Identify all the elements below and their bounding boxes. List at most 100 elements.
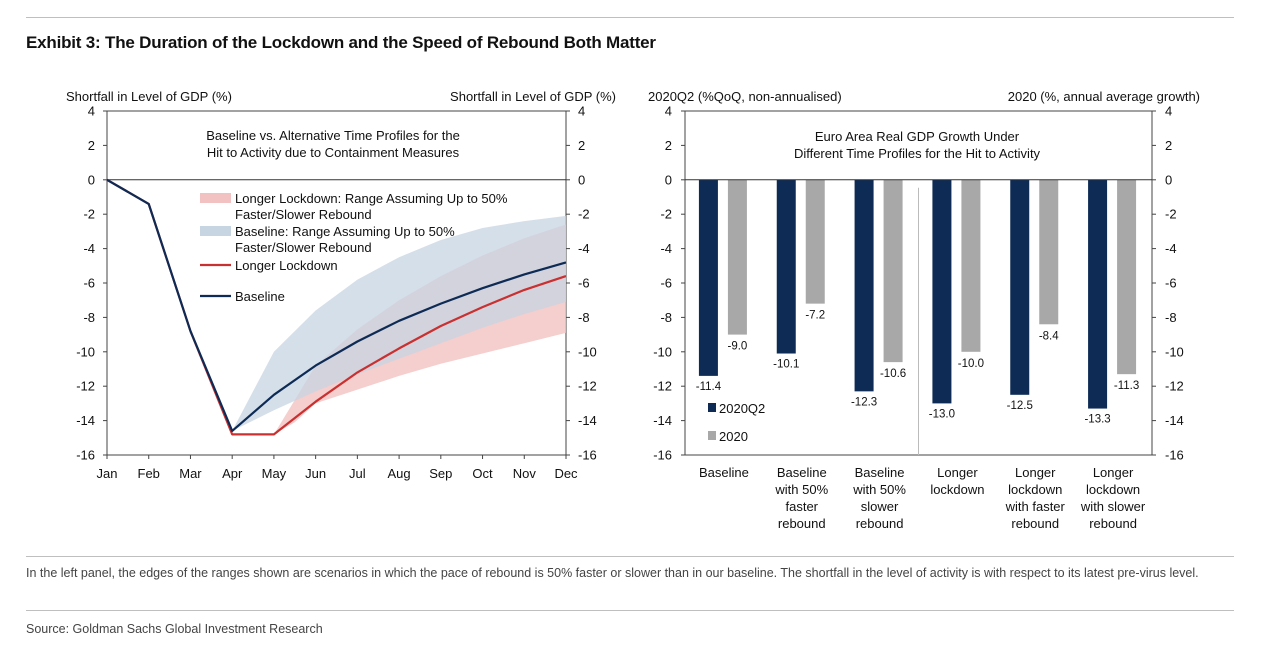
bar-2020-1: [805, 179, 825, 304]
x-tick-label-may: May: [262, 466, 287, 481]
data-label-2020q2-1: -10.1: [773, 359, 799, 371]
data-label-2020-1: -7.2: [805, 310, 825, 322]
left-y-tick-label: -14: [76, 413, 95, 428]
bar-right-y-tick-label: -16: [1165, 448, 1184, 463]
bar-2020q2-4: [1010, 179, 1030, 395]
bar-legend-swatch-1: [708, 431, 716, 440]
left-y-tick-label: -8: [83, 310, 95, 325]
top-rule: [26, 17, 1234, 18]
category-label-4: lockdown: [1008, 482, 1062, 497]
bar-right-y-tick-label: 2: [1165, 138, 1172, 153]
right-y-tick-label: -14: [578, 413, 597, 428]
bar-chart-title: Euro Area Real GDP Growth Under: [815, 129, 1020, 144]
category-label-5: rebound: [1089, 516, 1137, 531]
category-label-3: Longer: [937, 465, 978, 480]
legend-label-1: Baseline: Range Assuming Up to 50%: [235, 224, 455, 239]
x-tick-label-sep: Sep: [429, 466, 452, 481]
x-tick-label-apr: Apr: [222, 466, 243, 481]
left-y-tick-label: -12: [76, 379, 95, 394]
bar-2020-2: [883, 179, 903, 363]
bar-left-y-tick-label: -12: [653, 379, 672, 394]
bar-left-y-tick-label: -16: [653, 448, 672, 463]
exhibit-title: Exhibit 3: The Duration of the Lockdown …: [26, 33, 656, 52]
x-tick-label-dec: Dec: [554, 466, 578, 481]
left-y-tick-label: -4: [83, 241, 95, 256]
left-y-tick-label: 0: [88, 172, 95, 187]
category-label-1: Baseline: [777, 465, 827, 480]
data-label-2020-0: -9.0: [728, 341, 748, 353]
legend-swatch-0: [200, 193, 231, 203]
category-label-4: Longer: [1015, 465, 1056, 480]
data-label-2020q2-2: -12.3: [851, 396, 877, 408]
bar-right-y-tick-label: -14: [1165, 413, 1184, 428]
source-note: Source: Goldman Sachs Global Investment …: [26, 622, 323, 636]
x-tick-label-jan: Jan: [97, 466, 118, 481]
category-label-1: with 50%: [774, 482, 828, 497]
bar-left-y-tick-label: -6: [660, 276, 672, 291]
category-label-4: rebound: [1011, 516, 1059, 531]
bar-right-y-tick-label: -10: [1165, 344, 1184, 359]
left-axis-title: Shortfall in Level of GDP (%): [66, 89, 232, 104]
bar-left-y-tick-label: -10: [653, 344, 672, 359]
bar-2020-0: [727, 179, 747, 335]
legend-swatch-1: [200, 226, 231, 236]
bar-left-y-tick-label: -2: [660, 207, 672, 222]
x-tick-label-jun: Jun: [305, 466, 326, 481]
source-rule: [26, 610, 1234, 611]
category-label-5: with slower: [1080, 499, 1146, 514]
category-label-3: lockdown: [930, 482, 984, 497]
right-y-tick-label: 2: [578, 138, 585, 153]
bar-right-y-tick-label: -2: [1165, 207, 1177, 222]
bar-legend-swatch-0: [708, 403, 716, 412]
category-label-4: with faster: [1005, 499, 1066, 514]
left-y-tick-label: 4: [88, 104, 95, 119]
bar-left-axis-title: 2020Q2 (%QoQ, non-annualised): [648, 89, 842, 104]
bar-legend-label-0: 2020Q2: [719, 401, 765, 416]
left-y-tick-label: -2: [83, 207, 95, 222]
bar-right-y-tick-label: -12: [1165, 379, 1184, 394]
footnote-rule: [26, 556, 1234, 557]
bar-right-y-tick-label: 0: [1165, 172, 1172, 187]
left-chart-title: Hit to Activity due to Containment Measu…: [207, 145, 460, 160]
category-label-2: with 50%: [852, 482, 906, 497]
legend-label-2: Longer Lockdown: [235, 258, 338, 273]
footnote: In the left panel, the edges of the rang…: [26, 566, 1199, 580]
baseline-range-band: [232, 215, 566, 431]
bar-legend-label-1: 2020: [719, 429, 748, 444]
bar-2020-5: [1117, 179, 1137, 375]
bar-right-axis-title: 2020 (%, annual average growth): [1008, 89, 1200, 104]
bar-right-y-tick-label: -6: [1165, 276, 1177, 291]
right-y-tick-label: 4: [578, 104, 585, 119]
data-label-2020-2: -10.6: [880, 368, 906, 380]
bar-right-y-tick-label: -8: [1165, 310, 1177, 325]
category-label-1: faster: [785, 499, 818, 514]
category-label-2: Baseline: [855, 465, 905, 480]
data-label-2020q2-0: -11.4: [696, 381, 722, 393]
bar-left-y-tick-label: 2: [665, 138, 672, 153]
x-tick-label-feb: Feb: [138, 466, 160, 481]
right-y-tick-label: -10: [578, 344, 597, 359]
category-label-5: Longer: [1093, 465, 1134, 480]
bar-right-y-tick-label: -4: [1165, 241, 1177, 256]
right-axis-title: Shortfall in Level of GDP (%): [450, 89, 616, 104]
bar-2020q2-1: [776, 179, 796, 354]
right-y-tick-label: -8: [578, 310, 590, 325]
right-y-tick-label: -16: [578, 448, 597, 463]
right-y-tick-label: 0: [578, 172, 585, 187]
legend-label-1: Faster/Slower Rebound: [235, 240, 372, 255]
data-label-2020-5: -11.3: [1114, 380, 1139, 392]
category-label-2: slower: [861, 499, 899, 514]
bar-2020-4: [1039, 179, 1059, 325]
left-y-tick-label: -10: [76, 344, 95, 359]
x-tick-label-mar: Mar: [179, 466, 202, 481]
right-y-tick-label: -12: [578, 379, 597, 394]
data-label-2020q2-5: -13.3: [1084, 414, 1110, 426]
bar-left-y-tick-label: -4: [660, 241, 672, 256]
data-label-2020q2-4: -12.5: [1007, 400, 1033, 412]
bar-left-y-tick-label: -8: [660, 310, 672, 325]
bar-right-y-tick-label: 4: [1165, 104, 1172, 119]
legend-label-0: Faster/Slower Rebound: [235, 207, 372, 222]
legend-label-0: Longer Lockdown: Range Assuming Up to 50…: [235, 191, 508, 206]
left-chart-title: Baseline vs. Alternative Time Profiles f…: [206, 128, 460, 143]
